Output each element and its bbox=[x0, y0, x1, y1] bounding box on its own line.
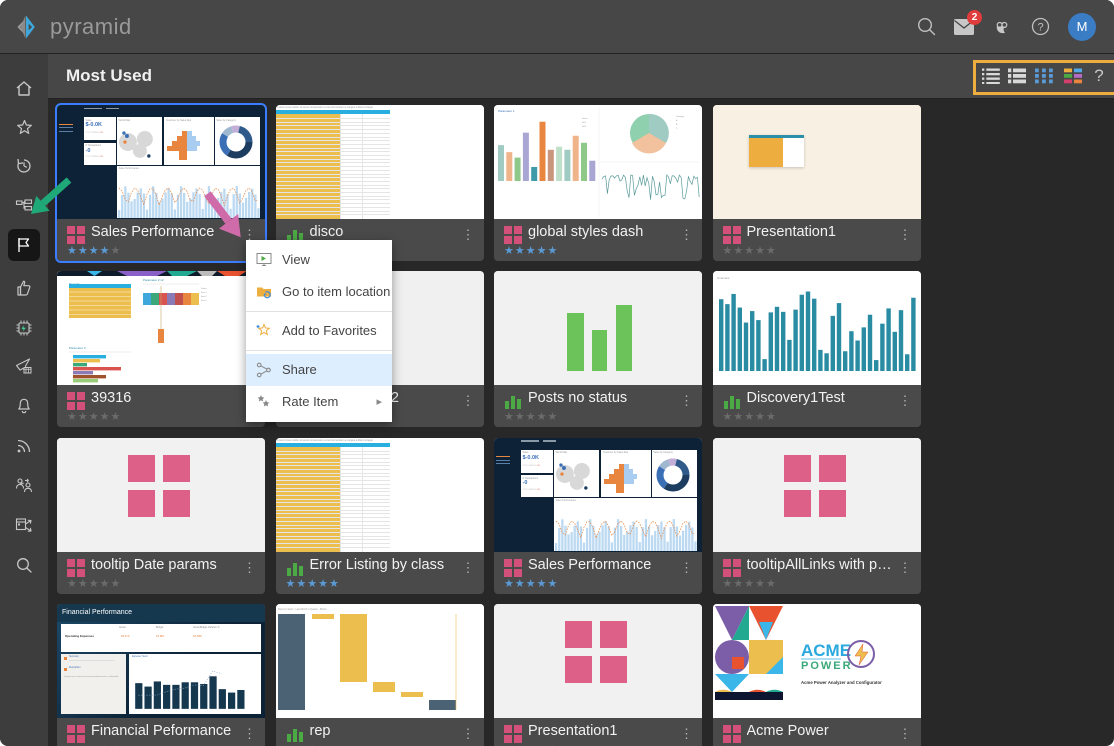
svg-text:Val2: Val2 bbox=[582, 126, 587, 128]
svg-text:Category: Category bbox=[676, 115, 684, 118]
Financial Peformance: Financial Performance Actual Budget Actu… bbox=[57, 604, 265, 746]
Sales Performance: Sales $-0.0K PYTD PERIOD -9% # Transacti… bbox=[57, 105, 265, 261]
svg-text:Overview: Overview bbox=[717, 276, 730, 280]
Error Listing by class: Lorem ipsum dolor sit amet consectetur e… bbox=[276, 438, 484, 594]
svg-text:C: C bbox=[676, 128, 678, 130]
svg-text:A: A bbox=[676, 119, 678, 122]
Posts no status: Posts no status ★★★★★ ⋮ bbox=[494, 271, 702, 427]
disco: Lorem ipsum dolor sit amet consectetur e… bbox=[276, 105, 484, 261]
tooltipAllLinks with par...: tooltipAllLinks with par... ★★★★★ ⋮ bbox=[713, 438, 921, 594]
Presentation1: Presentation1 ★★★★★ ⋮ bbox=[494, 604, 702, 746]
39316: Report1 Parameter 2 v2 bbox=[57, 271, 265, 427]
Acme Power: ACME POWER Acme Power Analyzer and Confi… bbox=[713, 604, 921, 746]
svg-text:Series: Series bbox=[201, 288, 207, 290]
svg-text:Acme Power Analyzer and Config: Acme Power Analyzer and Configurator bbox=[801, 680, 882, 685]
global styles dash: Parameter 1 Series Val1 Val2 Category A B C g… bbox=[494, 105, 702, 261]
svg-text:B: B bbox=[676, 124, 678, 126]
rep: Flow by Interim - Last Month to Quarter … bbox=[276, 604, 484, 746]
Discovery1Test: Overview Discovery1Test ★★★★★ ⋮ bbox=[713, 271, 921, 427]
svg-text:Parameter 3: Parameter 3 bbox=[69, 346, 86, 350]
svg-text:ACME: ACME bbox=[801, 641, 851, 660]
svg-text:Item 1: Item 1 bbox=[201, 291, 207, 294]
Sales Performance: Sales $-0.0K PYTD PERIOD -9% # Transacti… bbox=[494, 438, 702, 594]
svg-text:Val1: Val1 bbox=[582, 122, 587, 124]
Presentation1: Presentation1 ★★★★★ ⋮ bbox=[713, 105, 921, 261]
svg-text:POWER: POWER bbox=[801, 660, 853, 672]
svg-text:Parameter 2 v2: Parameter 2 v2 bbox=[143, 278, 164, 282]
svg-text:Parameter 1: Parameter 1 bbox=[498, 109, 515, 113]
svg-text:Series: Series bbox=[582, 118, 588, 120]
tooltip Date params: tooltip Date params ★★★★★ ⋮ bbox=[57, 438, 265, 594]
svg-text:Item 3: Item 3 bbox=[201, 299, 207, 302]
svg-text:Item 2: Item 2 bbox=[201, 295, 207, 298]
svg-text:?: ? bbox=[1037, 22, 1043, 34]
svg-text:Flow by Interim - Last Month t: Flow by Interim - Last Month to Quarter … bbox=[278, 608, 327, 611]
